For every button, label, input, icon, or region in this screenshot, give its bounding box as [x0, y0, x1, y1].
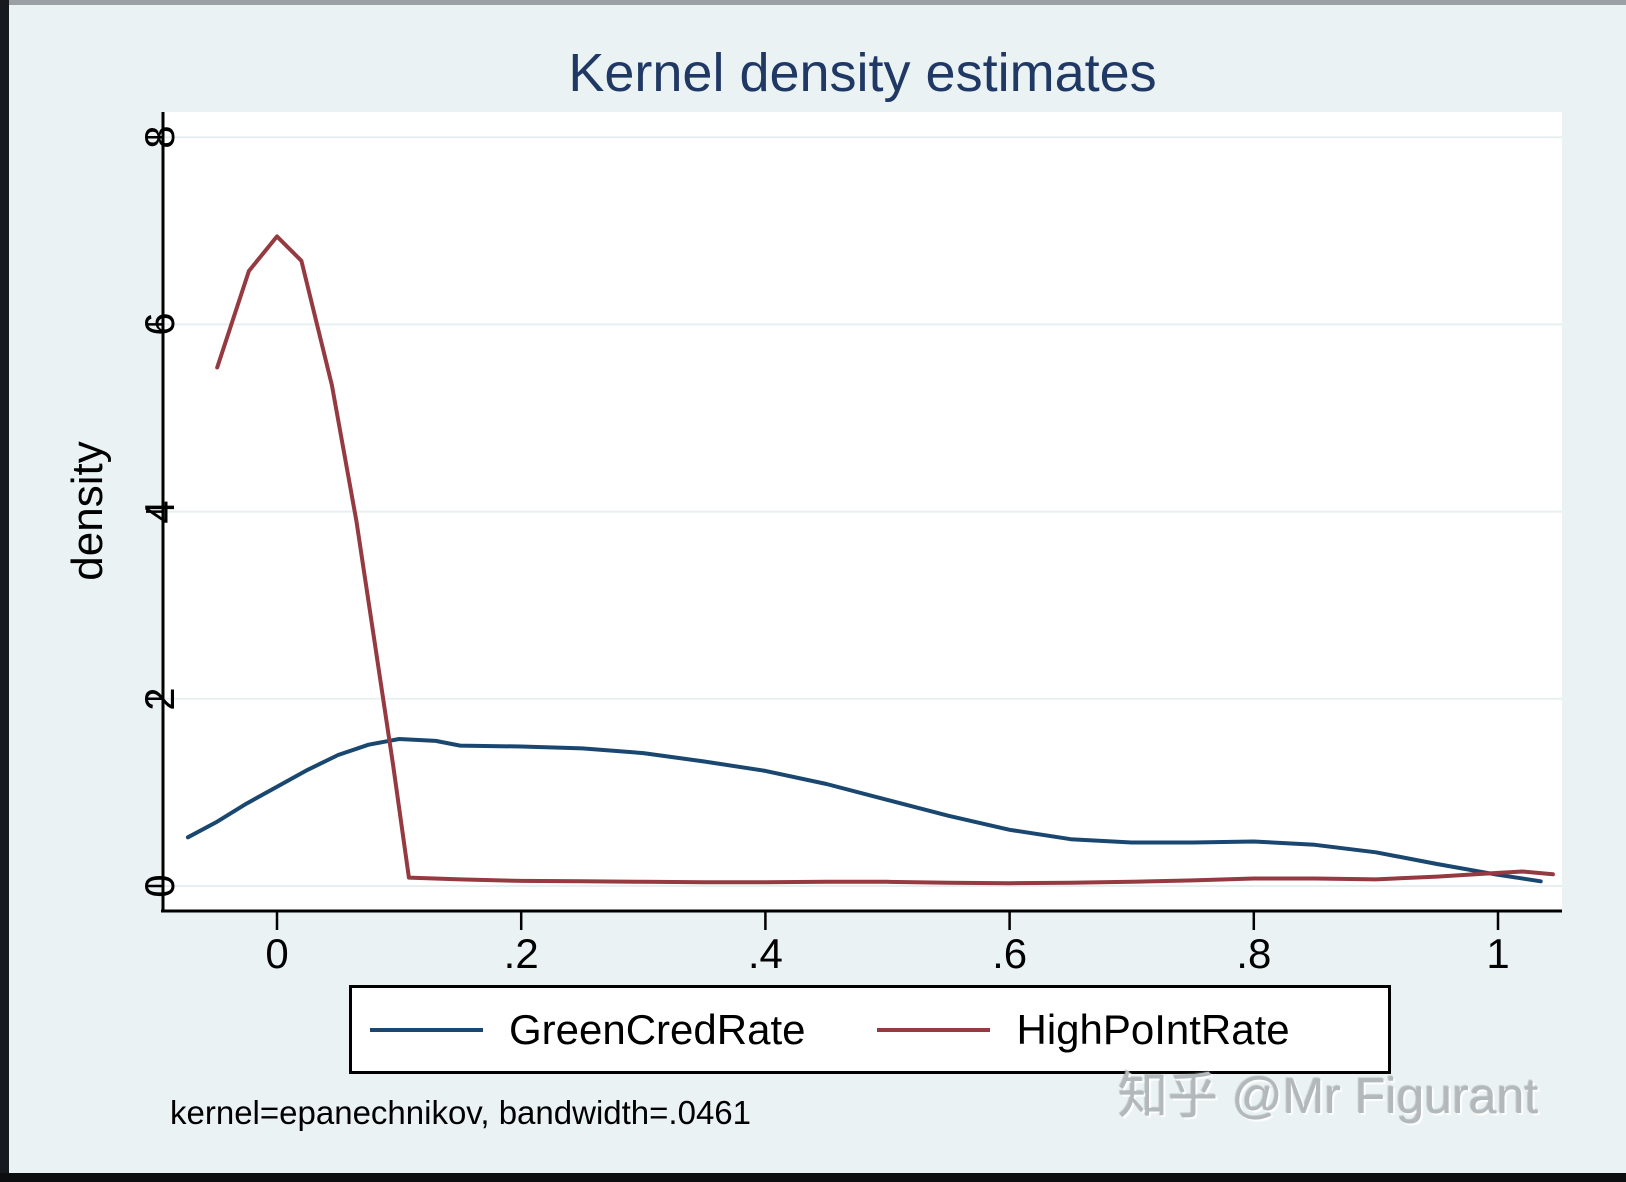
kernel-bandwidth-note: kernel=epanechnikov, bandwidth=.0461	[170, 1094, 751, 1131]
legend-line-sample-blue	[370, 1027, 483, 1032]
window-bottom-border	[0, 1173, 1626, 1182]
x-tick-label: 1	[1486, 930, 1510, 977]
legend-label: HighPoIntRate	[1016, 1005, 1290, 1053]
y-tick-label: 4	[136, 499, 183, 524]
legend-item-greencredrate: GreenCredRate	[370, 1006, 805, 1054]
y-tick-label: 0	[136, 874, 183, 898]
legend-label: GreenCredRate	[509, 1005, 806, 1053]
x-tick-label: .4	[747, 930, 783, 977]
x-tick-label: .2	[503, 930, 539, 977]
legend-line-sample-maroon	[877, 1027, 991, 1032]
series-line-HighPoIntRate	[215, 234, 1555, 886]
x-tick-label: .6	[992, 930, 1028, 977]
zhihu-watermark: 知乎 @Mr Figurant	[1118, 1068, 1539, 1124]
window-left-border	[0, 0, 9, 1182]
x-tick-label: 0	[265, 930, 289, 977]
y-tick-label: 6	[136, 312, 183, 337]
y-tick-label: 8	[136, 125, 183, 149]
y-tick-label: 2	[136, 687, 183, 711]
legend-item-highpointrate: HighPoIntRate	[877, 1005, 1290, 1054]
window-top-border	[0, 0, 1626, 5]
x-tick-label: .8	[1236, 930, 1272, 977]
series-line-GreenCredRate	[185, 737, 1543, 884]
legend: GreenCredRate HighPoIntRate	[349, 985, 1391, 1074]
chart-title: Kernel density estimates	[568, 43, 1157, 103]
